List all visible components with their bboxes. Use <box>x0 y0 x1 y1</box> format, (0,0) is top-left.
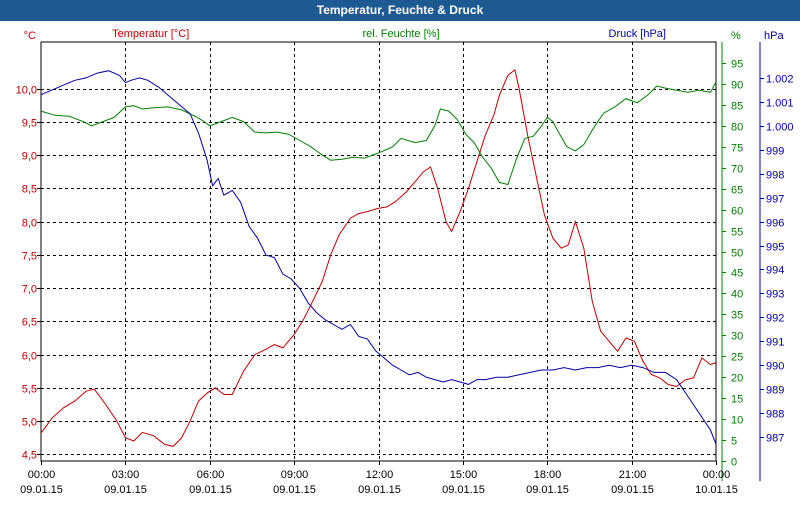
humidity-tick-label: 60 <box>731 206 743 218</box>
temp-tick-label: 9,0 <box>22 151 37 163</box>
humidity-tick-label: 35 <box>731 310 743 322</box>
series-line <box>40 81 717 186</box>
humidity-tick-label: 10 <box>731 415 743 427</box>
legend-entry: Temperatur [°C] <box>112 28 189 40</box>
humidity-tick-label: 5 <box>731 436 737 448</box>
x-tick-date: 09.01.15 <box>526 484 569 496</box>
humidity-tick-label: 45 <box>731 268 743 280</box>
temp-tick-label: 8,0 <box>22 218 37 230</box>
x-tick-time: 09:00 <box>281 469 309 481</box>
temp-tick-label: 7,0 <box>22 284 37 296</box>
x-tick-time: 00:00 <box>703 469 731 481</box>
humidity-tick-label: 20 <box>731 373 743 385</box>
humidity-tick-label: 40 <box>731 289 743 301</box>
plot-frame <box>40 41 717 462</box>
humidity-tick-label: 65 <box>731 185 743 197</box>
pressure-tick-label: 996 <box>766 218 784 230</box>
humidity-tick-label: 0 <box>731 457 737 469</box>
temp-tick-label: 6,5 <box>22 317 37 329</box>
humidity-unit-label: % <box>731 30 741 42</box>
temp-tick-label: 10,0 <box>16 85 37 97</box>
x-tick-time: 18:00 <box>534 469 562 481</box>
pressure-tick-label: 998 <box>766 170 784 182</box>
humidity-tick-label: 75 <box>731 143 743 155</box>
chart-svg: 4,5 5,0 5,5 6,0 6,5 7,0 7,5 8,0 8,5 9,0 9,5 10,0 00:… <box>16 28 794 496</box>
temp-tick-label: 5,5 <box>22 384 37 396</box>
x-tick-time: 06:00 <box>197 469 225 481</box>
series-line <box>40 69 717 447</box>
x-tick-time: 15:00 <box>450 469 478 481</box>
humidity-tick-label: 30 <box>731 331 743 343</box>
pressure-tick-label: 992 <box>766 313 784 325</box>
grid <box>41 42 716 461</box>
chart-area: 4,5 5,0 5,5 6,0 6,5 7,0 7,5 8,0 8,5 9,0 9,5 10,0 00:… <box>0 21 800 500</box>
temp-tick-label: 5,0 <box>22 417 37 429</box>
pressure-tick-label: 989 <box>766 385 784 397</box>
axis-labels: 4,5 5,0 5,5 6,0 6,5 7,0 7,5 8,0 8,5 9,0 9,5 10,0 00:… <box>16 28 794 496</box>
x-tick-date: 09.01.15 <box>189 484 232 496</box>
temp-tick-label: 6,0 <box>22 351 37 363</box>
axes <box>37 41 764 481</box>
humidity-tick-label: 50 <box>731 248 743 260</box>
pressure-unit-label: hPa <box>764 30 784 42</box>
legend-entry: rel. Feuchte [%] <box>362 28 439 40</box>
x-tick-date: 09.01.15 <box>273 484 316 496</box>
pressure-tick-label: 988 <box>766 409 784 421</box>
x-tick-date: 09.01.15 <box>104 484 147 496</box>
x-tick-time: 21:00 <box>619 469 647 481</box>
chart-title: Temperatur, Feuchte & Druck <box>0 0 800 21</box>
pressure-tick-label: 991 <box>766 337 784 349</box>
x-tick-date: 10.01.15 <box>695 484 738 496</box>
temp-tick-label: 8,5 <box>22 184 37 196</box>
pressure-tick-label: 993 <box>766 289 784 301</box>
legend-entry: Druck [hPa] <box>609 28 666 40</box>
temp-tick-label: 9,5 <box>22 118 37 130</box>
humidity-tick-label: 80 <box>731 122 743 134</box>
temp-tick-label: 7,5 <box>22 251 37 263</box>
humidity-tick-label: 15 <box>731 394 743 406</box>
pressure-tick-label: 987 <box>766 433 784 445</box>
pressure-tick-label: 995 <box>766 242 784 254</box>
x-tick-date: 09.01.15 <box>442 484 485 496</box>
pressure-tick-label: 999 <box>766 146 784 158</box>
humidity-tick-label: 85 <box>731 101 743 113</box>
pressure-tick-label: 990 <box>766 361 784 373</box>
x-tick-date: 09.01.15 <box>358 484 401 496</box>
pressure-tick-label: 994 <box>766 265 784 277</box>
humidity-tick-label: 90 <box>731 80 743 92</box>
temp-tick-label: 4,5 <box>22 450 37 462</box>
humidity-tick-label: 95 <box>731 59 743 71</box>
series-lines <box>40 69 717 447</box>
x-tick-time: 03:00 <box>112 469 140 481</box>
pressure-tick-label: 1.000 <box>766 122 794 134</box>
temp-unit-label: °C <box>24 30 36 42</box>
humidity-tick-label: 70 <box>731 164 743 176</box>
humidity-tick-label: 55 <box>731 227 743 239</box>
pressure-tick-label: 1.001 <box>766 98 794 110</box>
x-tick-time: 00:00 <box>28 469 56 481</box>
pressure-tick-label: 997 <box>766 194 784 206</box>
pressure-tick-label: 1.002 <box>766 74 794 86</box>
x-tick-date: 09.01.15 <box>611 484 654 496</box>
x-tick-date: 09.01.15 <box>20 484 63 496</box>
x-tick-time: 12:00 <box>366 469 394 481</box>
series-line <box>40 70 717 445</box>
humidity-tick-label: 25 <box>731 352 743 364</box>
